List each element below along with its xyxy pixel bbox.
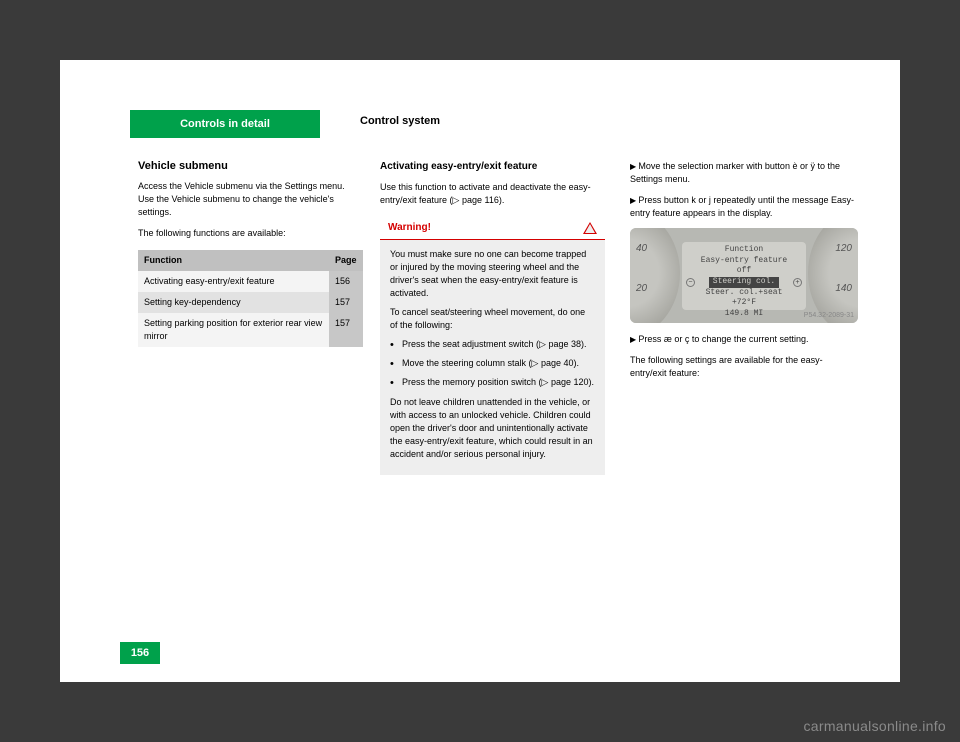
- table-row: Setting parking position for exterior re…: [138, 313, 363, 347]
- column-3: Move the selection marker with button è …: [630, 160, 858, 388]
- step1: Move the selection marker with button è …: [630, 160, 858, 186]
- function-table: Function Page Activating easy-entry/exit…: [138, 250, 363, 347]
- table-row: Activating easy-entry/exit feature 156: [138, 271, 363, 292]
- th-page: Page: [329, 250, 363, 271]
- section-title: Control system: [360, 115, 440, 127]
- disp-highlight: Steering col.: [709, 277, 779, 287]
- disp-line: Easy-entry feature: [682, 256, 806, 266]
- warning-header: Warning!: [380, 215, 605, 241]
- table-row: Setting key-dependency 157: [138, 292, 363, 313]
- column-1: Access the Vehicle submenu via the Setti…: [138, 180, 363, 361]
- fn-cell: Setting parking position for exterior re…: [138, 313, 329, 347]
- plus-icon: +: [793, 278, 802, 287]
- gauge-num: 40: [636, 242, 647, 257]
- col1-intro2: The following functions are available:: [138, 227, 363, 240]
- chapter-tab: Controls in detail: [130, 110, 320, 138]
- col1-heading: Vehicle submenu: [138, 160, 228, 172]
- watermark: carmanualsonline.info: [804, 718, 947, 734]
- th-function: Function: [138, 250, 329, 271]
- page-cell: 157: [329, 313, 363, 347]
- minus-icon: −: [686, 278, 695, 287]
- gauge-num: 140: [835, 282, 852, 297]
- warning-body: You must make sure no one can become tra…: [380, 240, 605, 475]
- step3-text: Press æ or ç to change the current setti…: [638, 334, 808, 344]
- col1-intro: Access the Vehicle submenu via the Setti…: [138, 180, 363, 219]
- step2-text: Press button k or j repeatedly until the…: [630, 195, 854, 218]
- fn-cell: Setting key-dependency: [138, 292, 329, 313]
- gauge-num: 20: [636, 282, 647, 297]
- warning-p1: You must make sure no one can become tra…: [390, 248, 595, 300]
- step3: Press æ or ç to change the current setti…: [630, 333, 858, 346]
- chapter-tab-label: Controls in detail: [180, 118, 270, 130]
- column-2: Activating easy-entry/exit feature Use t…: [380, 160, 605, 475]
- col2-heading: Activating easy-entry/exit feature: [380, 160, 605, 175]
- instrument-cluster-image: 40 20 120 140 Function Easy-entry featur…: [630, 228, 858, 323]
- disp-line: off: [682, 266, 806, 276]
- page-cell: 156: [329, 271, 363, 292]
- warning-triangle-icon: [583, 222, 597, 234]
- image-code: P54.32-2089-31: [804, 311, 854, 321]
- disp-line: 149.8 MI: [682, 309, 806, 319]
- col2-text: Use this function to activate and deacti…: [380, 181, 605, 207]
- warning-p3: Do not leave children unattended in the …: [390, 396, 595, 461]
- step1-text: Move the selection marker with button è …: [630, 161, 840, 184]
- step2: Press button k or j repeatedly until the…: [630, 194, 858, 220]
- page-number-text: 156: [131, 647, 149, 659]
- fn-cell: Activating easy-entry/exit feature: [138, 271, 329, 292]
- page-number: 156: [120, 642, 160, 664]
- page-cell: 157: [329, 292, 363, 313]
- warning-item: Press the seat adjustment switch (▷ page…: [390, 338, 595, 351]
- warning-item: Move the steering column stalk (▷ page 4…: [390, 357, 595, 370]
- warning-box: Warning! You must make sure no one can b…: [380, 215, 605, 475]
- disp-line: Function: [682, 245, 806, 255]
- warning-p2: To cancel seat/steering wheel movement, …: [390, 306, 595, 332]
- gauge-num: 120: [835, 242, 852, 257]
- manual-page: Controls in detail Control system Vehicl…: [60, 60, 900, 682]
- warning-title: Warning!: [388, 221, 431, 236]
- cluster-display: Function Easy-entry feature off − Steeri…: [682, 242, 806, 310]
- disp-line: Steer. col.+seat: [682, 288, 806, 298]
- disp-line: +72°F: [682, 298, 806, 308]
- step4: The following settings are available for…: [630, 354, 858, 380]
- warning-item: Press the memory position switch (▷ page…: [390, 376, 595, 389]
